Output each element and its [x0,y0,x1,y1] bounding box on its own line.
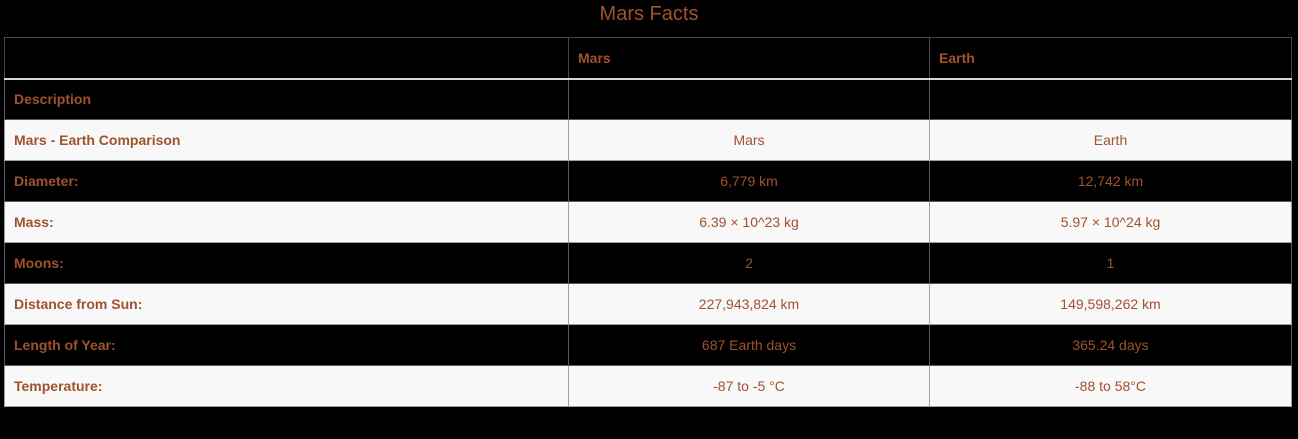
header-earth-column: Earth [929,37,1292,80]
row-label: Temperature: [4,365,569,407]
row-label: Description [4,78,569,120]
mars-value: 6,779 km [568,160,930,202]
table-row: Description [4,78,1292,120]
table-header-row: Mars Earth [4,37,1292,80]
row-label: Length of Year: [4,324,569,366]
row-label: Distance from Sun: [4,283,569,325]
row-label: Diameter: [4,160,569,202]
table-row: Diameter: 6,779 km 12,742 km [4,160,1292,202]
mars-value: 687 Earth days [568,324,930,366]
table-row: Temperature: -87 to -5 °C -88 to 58°C [4,365,1292,407]
mars-value: Mars [568,119,930,161]
earth-value: 1 [929,242,1292,284]
mars-value [568,78,930,120]
row-label: Mass: [4,201,569,243]
earth-value: Earth [929,119,1292,161]
mars-value: 6.39 × 10^23 kg [568,201,930,243]
page-title: Mars Facts [599,3,699,25]
earth-value: 12,742 km [929,160,1292,202]
earth-value: 365.24 days [929,324,1292,366]
mars-value: 227,943,824 km [568,283,930,325]
header-mars-column: Mars [568,37,930,80]
row-label: Mars - Earth Comparison [4,119,569,161]
earth-value: -88 to 58°C [929,365,1292,407]
table-row: Mass: 6.39 × 10^23 kg 5.97 × 10^24 kg [4,201,1292,243]
table-row: Mars - Earth Comparison Mars Earth [4,119,1292,161]
table-row: Length of Year: 687 Earth days 365.24 da… [4,324,1292,366]
mars-value: -87 to -5 °C [568,365,930,407]
earth-value [929,78,1292,120]
header-label-column [4,37,569,80]
row-label: Moons: [4,242,569,284]
earth-value: 149,598,262 km [929,283,1292,325]
earth-value: 5.97 × 10^24 kg [929,201,1292,243]
mars-value: 2 [568,242,930,284]
table-row: Moons: 2 1 [4,242,1292,284]
mars-facts-table: Mars Earth Description Mars - Earth Comp… [4,37,1292,407]
table-row: Distance from Sun: 227,943,824 km 149,59… [4,283,1292,325]
